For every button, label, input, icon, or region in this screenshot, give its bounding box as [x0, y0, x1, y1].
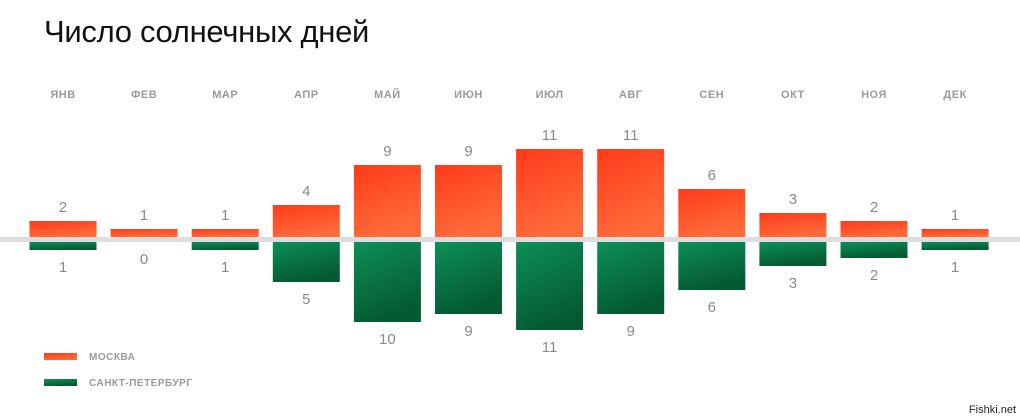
month-label: МАЙ [374, 88, 401, 101]
bar-moscow [191, 229, 259, 237]
value-label-spb: 9 [464, 323, 472, 340]
value-label-spb: 1 [951, 259, 959, 276]
value-label-moscow: 9 [464, 143, 472, 160]
value-label-spb: 0 [140, 251, 148, 268]
bar-spb [597, 242, 665, 314]
bar-moscow [435, 165, 502, 237]
bar-spb [272, 242, 340, 282]
month-label: АПР [294, 89, 319, 101]
bar-moscow [840, 221, 908, 237]
chart-title: Число солнечных дней [44, 14, 370, 49]
value-label-moscow: 11 [623, 127, 639, 144]
value-label-moscow: 3 [789, 191, 797, 208]
month-label: НОЯ [861, 89, 887, 101]
value-label-moscow: 1 [221, 207, 229, 224]
month-label: СЕН [699, 89, 724, 101]
month-label: ФЕВ [131, 89, 157, 101]
bar-moscow [678, 189, 746, 237]
bar-spb [29, 242, 97, 250]
bar-moscow [759, 213, 827, 237]
month-label: ДЕК [943, 89, 966, 101]
bar-spb [353, 242, 421, 322]
value-label-moscow: 2 [59, 199, 67, 216]
value-label-moscow: 11 [542, 127, 558, 144]
month-label: ОКТ [781, 89, 805, 101]
bar-moscow [516, 149, 584, 237]
value-label-spb: 2 [870, 267, 878, 284]
value-label-spb: 1 [221, 259, 229, 276]
bar-spb [840, 242, 908, 258]
zero-axis-line [0, 237, 1020, 242]
legend-swatch-spb [44, 379, 77, 386]
legend-label-spb: САНКТ-ПЕТЕРБУРГ [89, 378, 193, 389]
legend-swatch-moscow [44, 353, 77, 360]
legend-label-moscow: МОСКВА [89, 352, 135, 363]
month-label: ИЮЛ [536, 89, 564, 101]
bar-moscow [29, 221, 97, 237]
value-label-moscow: 1 [951, 207, 959, 224]
month-label: ЯНВ [50, 89, 75, 101]
bar-moscow [353, 165, 421, 237]
value-label-moscow: 2 [870, 199, 878, 216]
bar-moscow [272, 205, 340, 237]
bar-moscow [921, 229, 989, 237]
bar-spb [435, 242, 502, 314]
bar-moscow [110, 229, 178, 237]
bar-spb [516, 242, 584, 330]
month-label: МАР [212, 89, 238, 101]
value-label-spb: 10 [379, 331, 396, 348]
legend: МОСКВА САНКТ-ПЕТЕРБУРГ [44, 352, 193, 389]
value-label-spb: 1 [59, 259, 67, 276]
month-label: ИЮН [454, 89, 483, 101]
value-label-spb: 6 [708, 299, 716, 316]
bar-moscow [597, 149, 665, 237]
bar-spb [921, 242, 989, 250]
value-label-moscow: 9 [383, 143, 391, 160]
watermark: Fishki.net [968, 404, 1016, 416]
bar-spb [678, 242, 746, 290]
bar-spb [191, 242, 259, 250]
value-label-moscow: 6 [708, 167, 716, 184]
value-label-moscow: 1 [140, 207, 148, 224]
bar-spb [759, 242, 827, 266]
value-label-spb: 9 [627, 323, 635, 340]
month-label: АВГ [619, 89, 643, 101]
value-label-moscow: 4 [302, 183, 310, 200]
value-label-spb: 3 [789, 275, 797, 292]
value-label-spb: 5 [302, 291, 310, 308]
value-label-spb: 11 [542, 339, 558, 356]
